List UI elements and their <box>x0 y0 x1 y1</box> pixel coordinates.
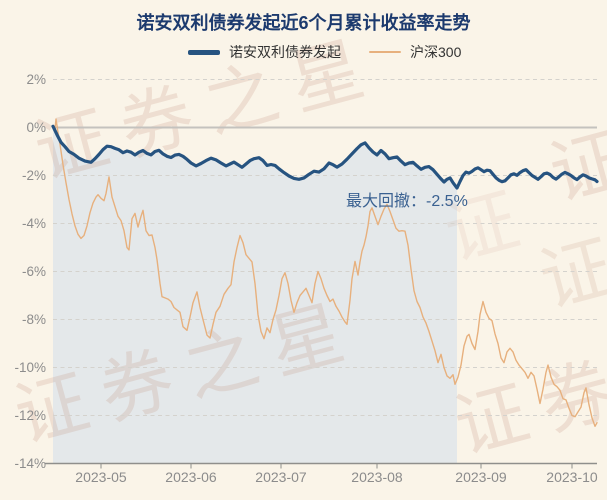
series-line-0 <box>51 124 599 190</box>
max-drawdown-region <box>53 126 457 464</box>
series-line-1 <box>54 118 598 427</box>
